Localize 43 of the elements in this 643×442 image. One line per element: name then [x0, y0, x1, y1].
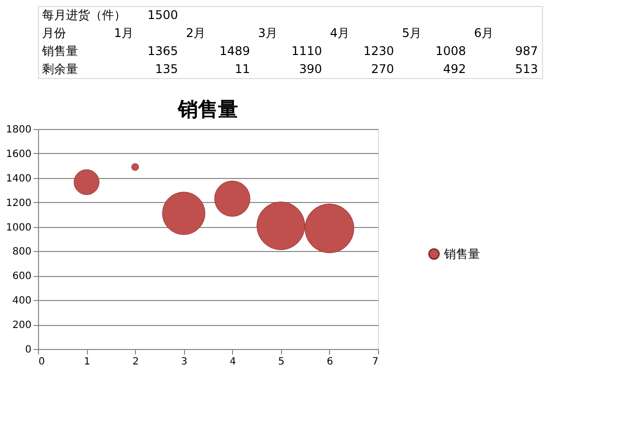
x-tick-label: 0 — [38, 356, 45, 368]
chart-title: 销售量 — [177, 97, 238, 121]
y-tick-label: 400 — [12, 296, 32, 307]
text: 1230 — [363, 44, 394, 58]
text: 6月 — [474, 26, 494, 40]
x-tick-label: 7 — [372, 356, 378, 368]
text: 390 — [299, 62, 322, 76]
legend-label: 销售量 — [443, 247, 480, 261]
text: 2月 — [186, 26, 206, 40]
text: 月份 — [42, 26, 66, 40]
text: 每月进货（件） — [42, 8, 126, 22]
y-tick-label: 800 — [12, 246, 32, 258]
y-tick-label: 1400 — [6, 173, 32, 184]
text: 1月 — [114, 26, 134, 40]
text: 1365 — [147, 44, 178, 58]
y-tick-label: 1000 — [6, 222, 32, 234]
text: 11 — [234, 62, 250, 76]
y-tick-label: 1800 — [6, 124, 32, 136]
x-tick-label: 1 — [84, 356, 90, 368]
x-tick-label: 4 — [230, 356, 236, 368]
x-tick-label: 3 — [181, 356, 188, 368]
text: 135 — [155, 62, 178, 76]
y-tick-label: 1600 — [6, 148, 32, 160]
text: 513 — [515, 62, 538, 76]
text: 销售量 — [41, 44, 78, 58]
text: 1008 — [435, 44, 466, 58]
x-tick-label: 5 — [278, 356, 285, 368]
y-tick-label: 200 — [12, 320, 32, 332]
text: 3月 — [258, 26, 278, 40]
text: 1489 — [219, 44, 250, 58]
text: 492 — [443, 62, 466, 76]
text: 1110 — [291, 44, 322, 58]
text: 270 — [371, 62, 394, 76]
y-tick-label: 1200 — [6, 198, 32, 209]
text: 5月 — [402, 26, 422, 40]
x-tick-label: 6 — [326, 356, 334, 368]
x-tick-label: 2 — [132, 356, 139, 368]
text: 987 — [515, 44, 538, 58]
y-tick-label: 0 — [25, 344, 32, 356]
text: 1500 — [147, 8, 178, 22]
text: 4月 — [330, 26, 350, 40]
text: 剩余量 — [42, 62, 78, 76]
y-tick-label: 600 — [12, 271, 32, 282]
